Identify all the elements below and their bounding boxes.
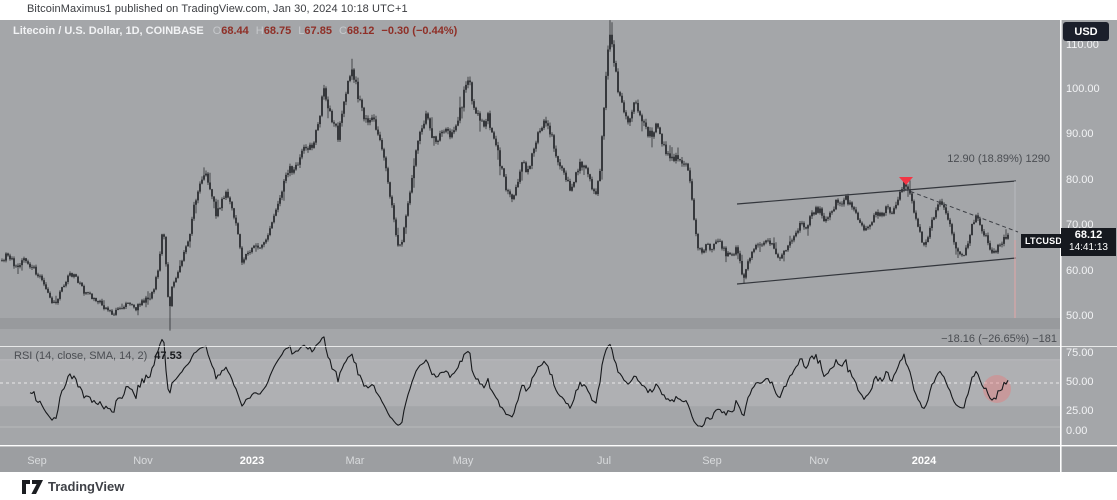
tradingview-brand-text: TradingView: [48, 479, 125, 494]
time-axis[interactable]: Sep Nov 2023 Mar May Jul Sep Nov 2024: [0, 445, 1117, 472]
time-axis-label: 2024: [911, 455, 937, 467]
rsi-legend-title: RSI (14, close, SMA, 14, 2): [14, 350, 148, 362]
chart-canvas[interactable]: [0, 20, 1117, 472]
rsi-legend: RSI (14, close, SMA, 14, 2) 47.53: [14, 350, 182, 362]
time-axis-label: 2023: [239, 455, 265, 467]
attribution-link[interactable]: BitcoinMaximus1 published on TradingView…: [27, 3, 408, 15]
price-scale-label: 90.00: [1066, 128, 1094, 140]
lower-measure-label: −18.16 (−26.65%) −181: [941, 333, 1057, 345]
time-axis-label: Mar: [345, 455, 365, 467]
price-scale-label: 0.00: [1066, 425, 1088, 437]
time-axis-label: Nov: [809, 455, 829, 467]
ohlc-L: L67.85: [298, 25, 332, 37]
ohlc-values: O68.44 H68.75 L67.85 C68.12: [213, 25, 382, 37]
tradingview-brand-link[interactable]: TradingView: [22, 479, 124, 494]
time-axis-label: Sep: [27, 455, 47, 467]
time-axis-label: May: [452, 455, 474, 467]
bar-countdown: 14:41:13: [1069, 242, 1108, 253]
price-scale-label: 60.00: [1066, 265, 1094, 277]
price-scale-label: 50.00: [1066, 376, 1094, 388]
price-scale-label: 80.00: [1066, 174, 1094, 186]
price-scale-label: 25.00: [1066, 405, 1094, 417]
price-scale[interactable]: 110.00 100.00 90.00 80.00 70.00 60.00 50.00 75.…: [1060, 20, 1117, 472]
tradingview-logo-icon: [22, 479, 43, 494]
symbol-price-tag: LTCUSD: [1021, 234, 1067, 248]
ohlc-C: C68.12: [338, 25, 375, 37]
price-scale-label: 110.00: [1066, 39, 1099, 51]
attribution-bar: BitcoinMaximus1 published on TradingView…: [0, 0, 1117, 20]
time-axis-label: Jul: [596, 455, 612, 467]
current-price-label: 68.12 14:41:13: [1061, 228, 1116, 256]
symbol-legend: Litecoin / U.S. Dollar, 1D, COINBASE O68.…: [13, 25, 457, 37]
current-price: 68.12: [1074, 229, 1103, 241]
upper-measure-label: 12.90 (18.89%) 1290: [947, 153, 1050, 165]
time-axis-label: Nov: [133, 455, 153, 467]
symbol-title: Litecoin / U.S. Dollar, 1D, COINBASE: [13, 25, 204, 37]
price-scale-label: 75.00: [1066, 347, 1094, 359]
price-scale-label: 50.00: [1066, 310, 1094, 322]
time-axis-label: Sep: [702, 455, 722, 467]
change-value: −0.30 (−0.44%): [381, 25, 458, 37]
currency-toggle-button[interactable]: USD: [1063, 22, 1109, 41]
ohlc-H: H68.75: [255, 25, 292, 37]
rsi-value: 47.53: [154, 350, 182, 362]
ohlc-O: O68.44: [212, 25, 249, 37]
footer-bar: TradingView: [0, 472, 1117, 500]
price-scale-label: 100.00: [1066, 83, 1100, 95]
chart-area[interactable]: [0, 20, 1117, 472]
